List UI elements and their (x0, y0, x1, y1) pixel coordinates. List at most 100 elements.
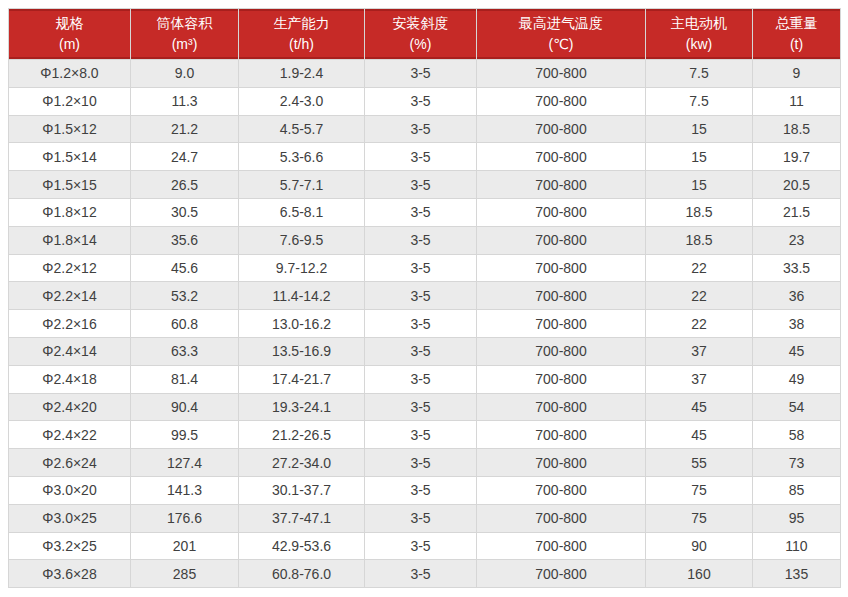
table-cell: 60.8-76.0 (239, 560, 365, 588)
table-cell: 9.0 (131, 60, 239, 88)
table-cell: 700-800 (477, 560, 646, 588)
column-header-unit: (t/h) (239, 34, 364, 55)
table-row: Φ1.5×1424.75.3-6.63-5700-8001519.7 (9, 143, 841, 171)
table-cell: 21.2 (131, 115, 239, 143)
table-cell: 53.2 (131, 282, 239, 310)
table-cell: 22 (646, 254, 753, 282)
column-header-label: 生产能力 (239, 13, 364, 34)
column-header-label: 筒体容积 (131, 13, 238, 34)
table-row: Φ2.4×1881.417.4-21.73-5700-8003749 (9, 365, 841, 393)
table-cell: 285 (131, 560, 239, 588)
table-cell: 99.5 (131, 421, 239, 449)
table-cell: 141.3 (131, 476, 239, 504)
table-cell: Φ1.2×10 (9, 87, 131, 115)
table-cell: 700-800 (477, 476, 646, 504)
table-cell: 37 (646, 337, 753, 365)
table-cell: 700-800 (477, 254, 646, 282)
table-cell: 55 (646, 449, 753, 477)
table-cell: 30.1-37.7 (239, 476, 365, 504)
column-header-label: 总重量 (753, 13, 840, 34)
column-header: 生产能力(t/h) (239, 9, 365, 60)
table-cell: 3-5 (365, 337, 477, 365)
table-row: Φ2.6×24127.427.2-34.03-5700-8005573 (9, 449, 841, 477)
column-header-label: 安装斜度 (365, 13, 476, 34)
column-header-label: 规格 (9, 13, 130, 34)
column-header-unit: (%) (365, 34, 476, 55)
table-cell: 700-800 (477, 504, 646, 532)
table-cell: Φ1.5×15 (9, 171, 131, 199)
table-cell: 7.5 (646, 87, 753, 115)
table-cell: 33.5 (753, 254, 841, 282)
table-row: Φ1.2×8.09.01.9-2.43-5700-8007.59 (9, 60, 841, 88)
table-cell: 3-5 (365, 421, 477, 449)
column-header: 主电动机(kw) (646, 9, 753, 60)
table-cell: 700-800 (477, 421, 646, 449)
table-row: Φ2.4×1463.313.5-16.93-5700-8003745 (9, 337, 841, 365)
table-cell: 5.3-6.6 (239, 143, 365, 171)
table-cell: 26.5 (131, 171, 239, 199)
column-header-unit: (m³) (131, 34, 238, 55)
table-cell: 7.5 (646, 60, 753, 88)
table-cell: 45 (646, 421, 753, 449)
table-cell: 35.6 (131, 226, 239, 254)
table-cell: 700-800 (477, 115, 646, 143)
table-cell: 3-5 (365, 310, 477, 338)
table-cell: Φ2.2×12 (9, 254, 131, 282)
table-row: Φ1.5×1526.55.7-7.13-5700-8001520.5 (9, 171, 841, 199)
table-cell: 700-800 (477, 171, 646, 199)
table-cell: 11 (753, 87, 841, 115)
table-cell: 3-5 (365, 171, 477, 199)
table-cell: 700-800 (477, 87, 646, 115)
table-cell: 3-5 (365, 115, 477, 143)
table-cell: Φ3.0×25 (9, 504, 131, 532)
table-cell: 3-5 (365, 282, 477, 310)
table-cell: 3-5 (365, 87, 477, 115)
table-cell: 85 (753, 476, 841, 504)
column-header-label: 最高进气温度 (477, 13, 645, 34)
table-cell: 49 (753, 365, 841, 393)
column-header: 总重量(t) (753, 9, 841, 60)
table-cell: 58 (753, 421, 841, 449)
column-header-unit: (kw) (646, 34, 752, 55)
table-cell: 95 (753, 504, 841, 532)
table-cell: 60.8 (131, 310, 239, 338)
table-row: Φ1.8×1435.67.6-9.53-5700-80018.523 (9, 226, 841, 254)
table-cell: Φ2.2×16 (9, 310, 131, 338)
table-cell: 54 (753, 393, 841, 421)
table-cell: 19.7 (753, 143, 841, 171)
table-cell: 75 (646, 504, 753, 532)
table-cell: Φ1.5×12 (9, 115, 131, 143)
table-cell: 18.5 (753, 115, 841, 143)
table-cell: 700-800 (477, 365, 646, 393)
spec-table: 规格(m)筒体容积(m³)生产能力(t/h)安装斜度(%)最高进气温度(℃)主电… (8, 8, 841, 588)
table-cell: 3-5 (365, 560, 477, 588)
table-cell: 700-800 (477, 532, 646, 560)
table-cell: 18.5 (646, 226, 753, 254)
table-cell: 700-800 (477, 226, 646, 254)
table-row: Φ3.0×25176.637.7-47.13-5700-8007595 (9, 504, 841, 532)
table-cell: 11.4-14.2 (239, 282, 365, 310)
table-cell: 3-5 (365, 60, 477, 88)
table-cell: 37 (646, 365, 753, 393)
column-header-label: 主电动机 (646, 13, 752, 34)
table-row: Φ2.4×2299.521.2-26.53-5700-8004558 (9, 421, 841, 449)
table-cell: 127.4 (131, 449, 239, 477)
table-cell: Φ1.8×12 (9, 198, 131, 226)
table-cell: 135 (753, 560, 841, 588)
table-cell: 3-5 (365, 143, 477, 171)
column-header-unit: (m) (9, 34, 130, 55)
column-header: 最高进气温度(℃) (477, 9, 646, 60)
table-cell: 700-800 (477, 449, 646, 477)
table-cell: 201 (131, 532, 239, 560)
table-cell: 36 (753, 282, 841, 310)
table-cell: 11.3 (131, 87, 239, 115)
table-cell: 700-800 (477, 282, 646, 310)
table-cell: 700-800 (477, 337, 646, 365)
table-cell: Φ3.0×20 (9, 476, 131, 504)
table-cell: 160 (646, 560, 753, 588)
table-cell: 45 (753, 337, 841, 365)
table-row: Φ1.8×1230.56.5-8.13-5700-80018.521.5 (9, 198, 841, 226)
table-row: Φ3.6×2828560.8-76.03-5700-800160135 (9, 560, 841, 588)
table-cell: 21.2-26.5 (239, 421, 365, 449)
table-cell: Φ2.4×18 (9, 365, 131, 393)
